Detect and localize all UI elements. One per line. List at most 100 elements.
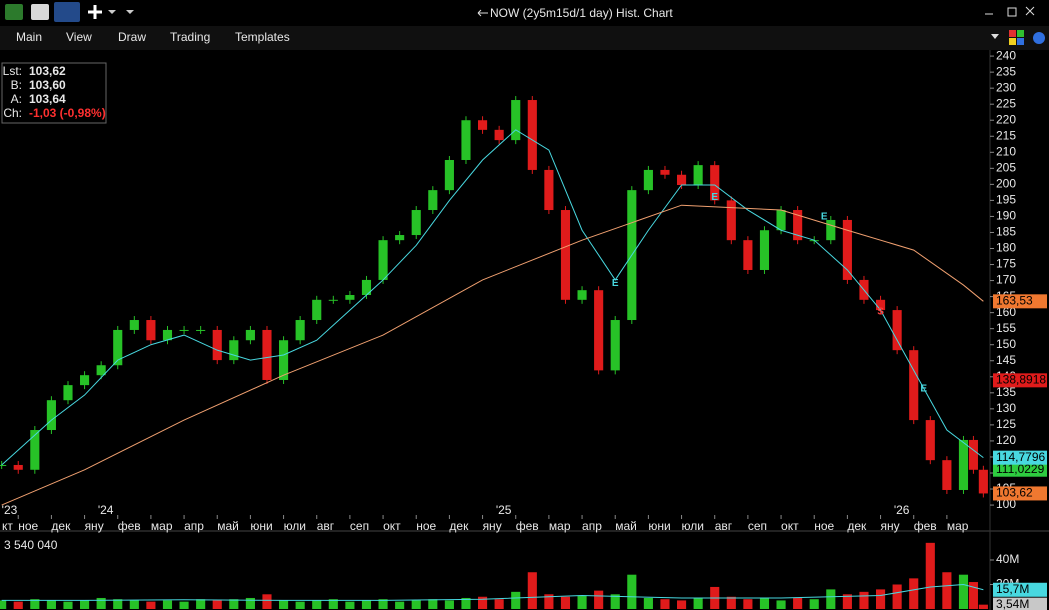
icon[interactable] bbox=[31, 4, 49, 20]
volume-bar bbox=[295, 601, 305, 609]
candle bbox=[544, 169, 554, 211]
y-tick-label: 100 bbox=[996, 497, 1016, 511]
volume-bar bbox=[146, 601, 156, 609]
y-tick-label: 210 bbox=[996, 144, 1016, 158]
volume-bar bbox=[610, 594, 620, 609]
icon[interactable] bbox=[1009, 38, 1016, 45]
event-marker: E bbox=[920, 384, 927, 395]
volume-bar bbox=[345, 601, 355, 609]
candle bbox=[46, 400, 56, 431]
quote-label: Ch: bbox=[3, 106, 22, 120]
y-tick-label: 205 bbox=[996, 161, 1016, 175]
x-tick-label: сеп bbox=[748, 519, 767, 533]
icon[interactable] bbox=[108, 10, 134, 14]
moving-average bbox=[1, 583, 984, 601]
y-tick-label: 215 bbox=[996, 128, 1016, 142]
icon[interactable] bbox=[1009, 30, 1016, 37]
volume-bar bbox=[411, 600, 421, 609]
icon[interactable] bbox=[991, 34, 999, 39]
candle bbox=[610, 320, 620, 371]
x-tick-label: окт bbox=[781, 519, 799, 533]
icon[interactable] bbox=[88, 5, 102, 19]
y-tick-label: 170 bbox=[996, 273, 1016, 287]
volume-bar bbox=[776, 600, 786, 609]
price-tag bbox=[993, 462, 1047, 477]
menu-item[interactable]: Draw bbox=[118, 30, 146, 44]
volume-bar bbox=[875, 589, 886, 609]
menu-item[interactable]: Templates bbox=[235, 30, 290, 44]
event-marker: S bbox=[877, 307, 884, 318]
volume-bar bbox=[643, 597, 653, 609]
x-tick-label: юли bbox=[682, 519, 704, 533]
x-tick-label: апр bbox=[184, 519, 204, 533]
price-tag bbox=[993, 294, 1047, 309]
volume-bar bbox=[978, 604, 988, 609]
y-tick-label: 190 bbox=[996, 209, 1016, 223]
candle bbox=[875, 299, 886, 311]
candle bbox=[925, 420, 935, 461]
candle bbox=[527, 100, 537, 170]
volume-bar bbox=[676, 600, 687, 609]
volume-bar bbox=[925, 542, 935, 609]
volume-bar bbox=[162, 600, 173, 609]
x-tick-label: авг bbox=[317, 519, 335, 533]
candle bbox=[63, 385, 73, 401]
volume-bar bbox=[660, 599, 670, 609]
x-tick-label: юни bbox=[648, 519, 670, 533]
candle bbox=[212, 329, 222, 361]
candle bbox=[13, 464, 23, 470]
volume-bar bbox=[942, 572, 952, 609]
year-label: '25 bbox=[496, 503, 512, 517]
volume-bar bbox=[0, 600, 7, 609]
x-tick-label: ное bbox=[416, 519, 436, 533]
y-tick-label: 175 bbox=[996, 257, 1016, 271]
x-tick-label: фев bbox=[118, 519, 141, 533]
icon[interactable] bbox=[1017, 38, 1024, 45]
candle bbox=[958, 439, 969, 490]
x-tick-label: ное bbox=[814, 519, 834, 533]
volume-bar bbox=[793, 597, 803, 609]
candle bbox=[461, 120, 471, 160]
candle bbox=[361, 279, 372, 296]
icon[interactable] bbox=[1017, 30, 1024, 37]
volume-bar bbox=[892, 584, 902, 609]
candle bbox=[478, 120, 488, 130]
y-tick-label: 180 bbox=[996, 241, 1016, 255]
volume-bar bbox=[428, 599, 438, 609]
menu-item[interactable]: Trading bbox=[170, 30, 210, 44]
volume-bar bbox=[544, 594, 554, 609]
candle bbox=[245, 329, 255, 341]
help-icon[interactable] bbox=[1033, 32, 1045, 44]
volume-bar bbox=[809, 599, 819, 609]
window-controls[interactable] bbox=[985, 6, 1035, 17]
x-tick-label: авг bbox=[715, 519, 733, 533]
event-marker: E bbox=[612, 278, 619, 289]
menu-item[interactable]: View bbox=[66, 30, 92, 44]
volume-bar bbox=[627, 574, 637, 609]
volume-bar bbox=[968, 582, 978, 609]
volume-bar bbox=[30, 599, 40, 609]
quote-label: Lst: bbox=[3, 64, 22, 78]
volume-bar bbox=[726, 596, 736, 609]
volume-bar bbox=[245, 597, 255, 609]
x-tick-label: дек bbox=[449, 519, 469, 533]
menu-item[interactable]: Main bbox=[16, 30, 42, 44]
candle bbox=[378, 240, 388, 280]
volume-bar bbox=[80, 600, 90, 609]
volume-bar bbox=[444, 600, 454, 609]
volume-bar bbox=[842, 594, 852, 609]
x-tick-label: фев bbox=[516, 519, 539, 533]
candle bbox=[560, 210, 571, 300]
x-tick-label: яну bbox=[881, 519, 900, 533]
volume-bar bbox=[113, 599, 123, 609]
candle bbox=[968, 439, 978, 470]
icon[interactable] bbox=[5, 4, 23, 20]
icon[interactable] bbox=[54, 2, 80, 22]
icon[interactable] bbox=[477, 9, 488, 17]
x-tick-label: яну bbox=[483, 519, 502, 533]
x-tick-label: мар bbox=[549, 519, 571, 533]
x-tick-label: окт bbox=[383, 519, 401, 533]
volume-bar bbox=[527, 572, 537, 609]
